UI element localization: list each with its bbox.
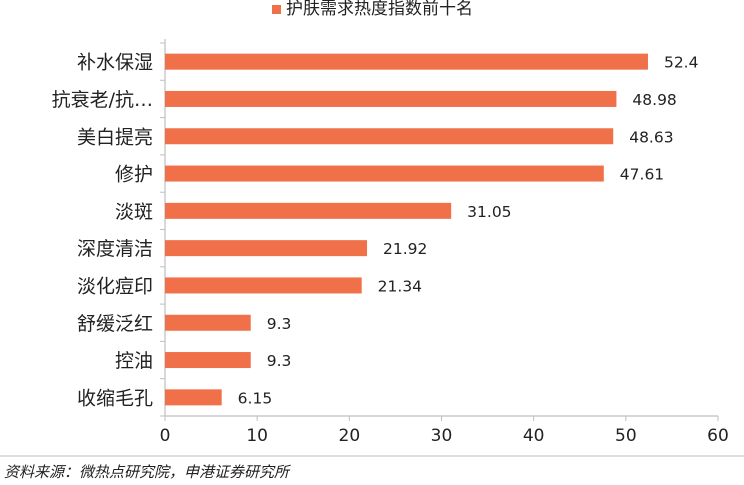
bar bbox=[165, 53, 648, 70]
legend: 护肤需求热度指数前十名 bbox=[272, 0, 473, 19]
value-label: 6.15 bbox=[238, 389, 273, 407]
bar bbox=[165, 314, 251, 331]
bar bbox=[165, 90, 617, 107]
bar bbox=[165, 277, 362, 294]
legend-label: 护肤需求热度指数前十名 bbox=[286, 0, 473, 19]
value-label: 52.4 bbox=[664, 54, 699, 72]
bar bbox=[165, 240, 368, 257]
x-tick-label: 0 bbox=[160, 426, 171, 446]
category-label: 补水保湿 bbox=[77, 52, 153, 74]
plot-area: 0 10 20 30 40 50 60 补水保湿 52.4 抗衰老/抗… 48.98 美白提亮 48.6… bbox=[52, 39, 729, 446]
category-label: 收缩毛孔 bbox=[77, 387, 153, 409]
bar bbox=[165, 128, 614, 145]
legend-swatch bbox=[272, 5, 281, 14]
x-tick-label: 10 bbox=[246, 426, 268, 446]
category-label: 美白提亮 bbox=[77, 126, 153, 148]
source-text: 资料来源：微热点研究院，申港证券研究所 bbox=[4, 463, 291, 481]
bar bbox=[165, 202, 452, 219]
x-tick-label: 60 bbox=[707, 426, 729, 446]
value-label: 47.61 bbox=[620, 166, 664, 184]
x-tick-label: 20 bbox=[339, 426, 361, 446]
x-tick-label: 40 bbox=[523, 426, 545, 446]
value-label: 21.34 bbox=[378, 277, 422, 295]
category-label: 舒缓泛红 bbox=[77, 313, 153, 335]
x-tick-label: 30 bbox=[431, 426, 453, 446]
category-label: 淡化痘印 bbox=[77, 275, 153, 297]
bar bbox=[165, 352, 251, 369]
value-label: 9.3 bbox=[267, 352, 292, 370]
category-label: 深度清洁 bbox=[77, 238, 153, 260]
x-tick-label: 50 bbox=[615, 426, 637, 446]
value-label: 48.63 bbox=[629, 128, 673, 146]
value-label: 48.98 bbox=[632, 91, 676, 109]
bar bbox=[165, 165, 604, 182]
category-label: 淡斑 bbox=[115, 201, 153, 223]
value-label: 9.3 bbox=[267, 315, 292, 333]
value-label: 21.92 bbox=[383, 240, 427, 258]
source-note: 资料来源：微热点研究院，申港证券研究所 bbox=[0, 455, 744, 481]
category-label: 修护 bbox=[115, 164, 153, 186]
category-label: 抗衰老/抗… bbox=[52, 89, 153, 111]
category-label: 控油 bbox=[115, 350, 153, 372]
bar bbox=[165, 389, 222, 406]
value-label: 31.05 bbox=[467, 203, 511, 221]
